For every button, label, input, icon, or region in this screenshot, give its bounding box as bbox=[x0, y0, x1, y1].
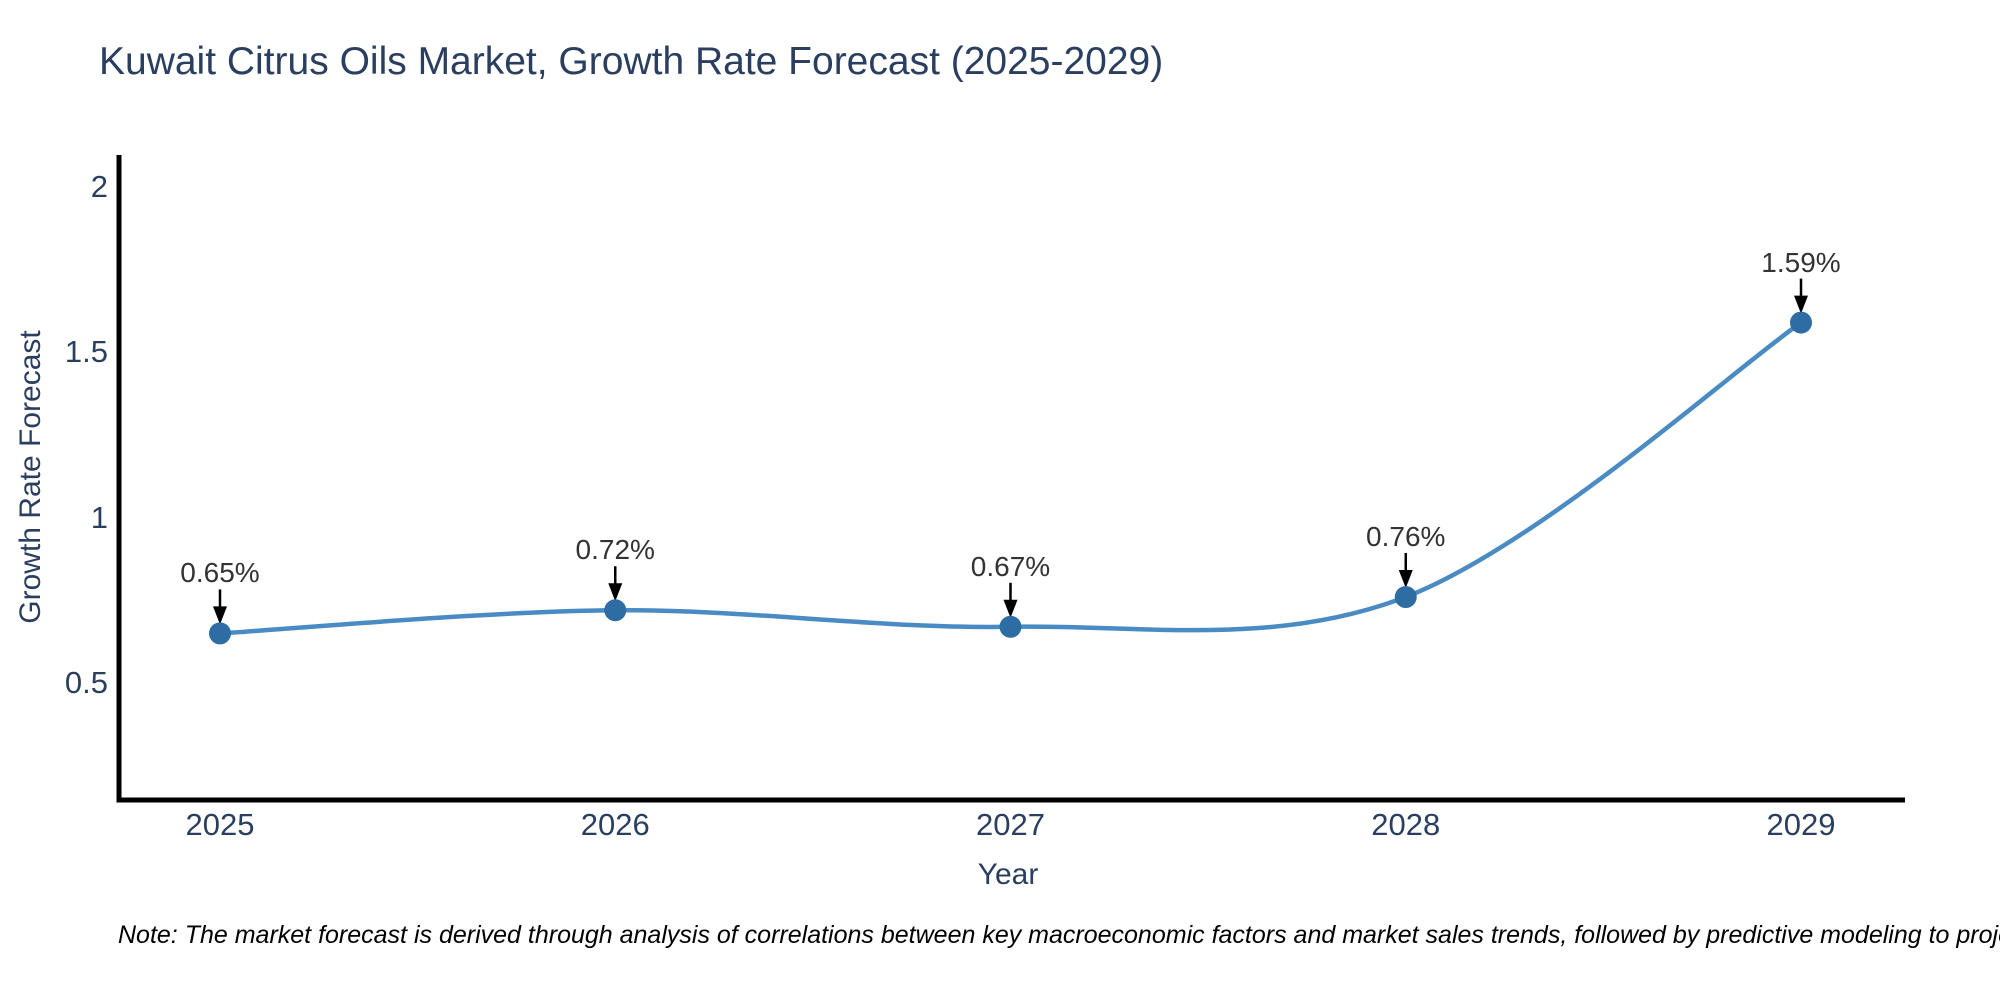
y-tick-label: 0.5 bbox=[64, 665, 108, 700]
y-tick-label: 2 bbox=[90, 169, 108, 204]
x-tick-label: 2029 bbox=[1766, 807, 1836, 842]
data-point-marker[interactable] bbox=[999, 615, 1022, 638]
y-tick-label: 1.5 bbox=[64, 334, 108, 370]
data-point-label: 1.59% bbox=[1761, 246, 1841, 278]
data-point-marker[interactable] bbox=[1394, 586, 1417, 609]
data-point-label: 0.76% bbox=[1366, 521, 1446, 553]
annotation-arrowhead bbox=[1398, 570, 1413, 589]
axis-spines bbox=[116, 155, 1905, 803]
y-tick-label: 1 bbox=[90, 499, 108, 535]
data-point-label: 0.65% bbox=[180, 557, 260, 589]
x-tick-label: 2026 bbox=[580, 807, 650, 842]
annotation-arrowhead bbox=[608, 583, 623, 602]
forecast-line bbox=[217, 320, 1804, 636]
data-point-marker[interactable] bbox=[209, 622, 231, 645]
chart-title: Kuwait Citrus Oils Market, Growth Rate F… bbox=[99, 40, 1164, 83]
data-point-marker[interactable] bbox=[604, 599, 627, 622]
x-tick-label: 2025 bbox=[185, 807, 255, 842]
footnote: Note: The market forecast is derived thr… bbox=[118, 921, 2000, 949]
annotation-arrowhead bbox=[1003, 599, 1018, 618]
x-tick-label: 2028 bbox=[1371, 807, 1441, 842]
data-point-label: 0.72% bbox=[575, 534, 655, 566]
data-point-label: 0.67% bbox=[970, 550, 1051, 582]
x-axis-title: Year bbox=[977, 858, 1039, 891]
annotation-arrowhead bbox=[213, 606, 227, 625]
annotation-arrowhead bbox=[1794, 295, 1808, 314]
data-point-marker[interactable] bbox=[1790, 311, 1812, 334]
y-axis-title: Growth Rate Forecast bbox=[14, 330, 47, 624]
x-tick-label: 2027 bbox=[976, 807, 1045, 842]
